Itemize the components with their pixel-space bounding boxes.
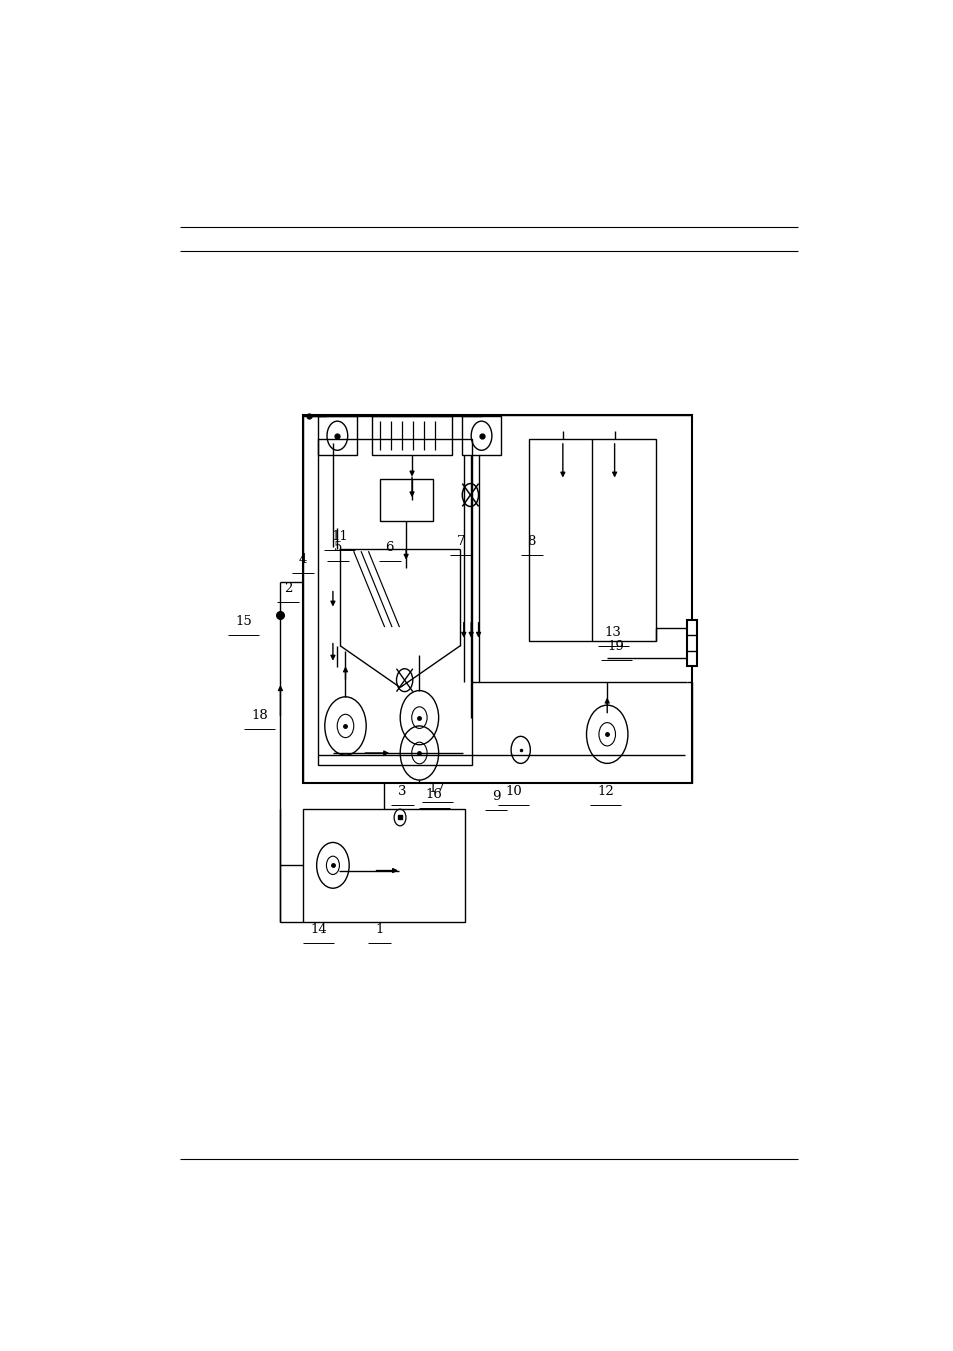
- Text: 8: 8: [527, 535, 536, 549]
- Text: 14: 14: [310, 923, 327, 936]
- Text: 6: 6: [385, 540, 394, 554]
- Bar: [317, 439, 472, 766]
- Text: 19: 19: [607, 640, 624, 654]
- Text: 1: 1: [375, 923, 383, 936]
- Text: 12: 12: [597, 785, 614, 798]
- Bar: [528, 439, 656, 640]
- Bar: [462, 416, 500, 455]
- Text: 9: 9: [492, 790, 500, 804]
- Bar: [303, 809, 464, 921]
- Text: 7: 7: [456, 535, 465, 549]
- Text: 3: 3: [397, 785, 406, 798]
- Text: 18: 18: [251, 709, 268, 721]
- Text: 5: 5: [334, 540, 342, 554]
- Text: 16: 16: [425, 788, 442, 801]
- Bar: [317, 416, 356, 455]
- Bar: [372, 416, 452, 455]
- Text: 4: 4: [298, 553, 307, 566]
- Text: 2: 2: [283, 582, 292, 596]
- Bar: [303, 415, 692, 784]
- Text: 13: 13: [604, 626, 621, 639]
- Bar: [379, 480, 433, 521]
- Text: 15: 15: [234, 616, 252, 628]
- Text: 11: 11: [331, 530, 348, 543]
- Text: 17: 17: [428, 782, 445, 794]
- Bar: [686, 620, 696, 666]
- Text: 10: 10: [504, 785, 521, 798]
